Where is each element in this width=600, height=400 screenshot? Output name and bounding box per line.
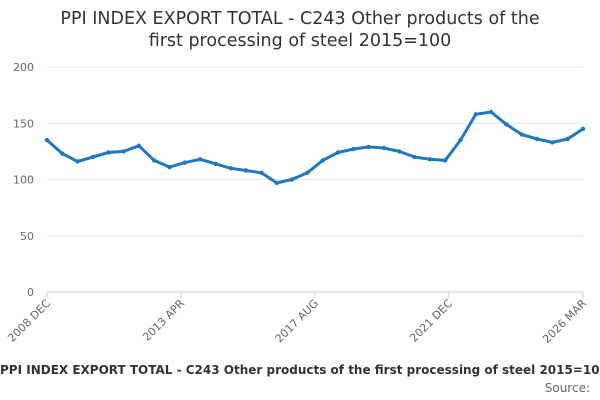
data-point-2023-jun (488, 109, 494, 115)
data-point-2008-dec (44, 137, 50, 143)
data-point-2016-dec (289, 177, 295, 182)
data-point-2021-jun (427, 157, 433, 162)
data-point-2020-jun (397, 149, 402, 154)
data-point-2014-dec (228, 166, 233, 171)
x-tick-label-4: 2026 MAR (540, 297, 589, 346)
y-tick-label-100: 100 (13, 174, 34, 187)
data-point-2012-jun (152, 158, 157, 163)
data-point-2022-dec (473, 112, 478, 117)
data-point-2020-dec (412, 154, 417, 160)
chart-title-line-2: first processing of steel 2015=100 (148, 31, 452, 51)
chart-caption: PPI INDEX EXPORT TOTAL - C243 Other prod… (0, 363, 600, 377)
y-tick-label-200: 200 (13, 61, 34, 74)
data-point-2022-jun (458, 137, 463, 143)
data-point-2011-jun (121, 149, 126, 154)
data-point-2009-jun (60, 151, 65, 156)
data-point-2023-dec (504, 122, 509, 127)
data-point-2026-mar (580, 126, 586, 132)
x-tick-label-1: 2013 APR (140, 297, 187, 344)
data-point-2015-jun (243, 168, 249, 173)
data-point-2010-jun (90, 154, 96, 160)
data-point-2016-jun (274, 180, 279, 186)
y-tick-label-150: 150 (13, 117, 34, 130)
source-label: Source: (544, 381, 590, 395)
y-tick-label-50: 50 (20, 230, 34, 243)
x-tick-label-0: 2008 DEC (5, 297, 53, 345)
series-line (45, 110, 585, 185)
x-tick-label-2: 2017 AUG (273, 297, 322, 346)
data-point-2025-dec (565, 136, 570, 142)
data-point-2018-jun (335, 150, 341, 155)
data-point-2013-jun (182, 160, 187, 165)
chart-title-line-1: PPI INDEX EXPORT TOTAL - C243 Other prod… (60, 9, 540, 29)
data-point-2018-dec (351, 146, 356, 152)
data-point-2010-dec (106, 150, 111, 155)
data-point-2019-dec (381, 145, 387, 151)
data-point-2012-dec (167, 164, 172, 170)
chart-title: PPI INDEX EXPORT TOTAL - C243 Other prod… (0, 8, 600, 52)
data-point-2015-dec (259, 170, 264, 175)
data-point-2021-dec (443, 158, 448, 163)
data-point-2009-dec (75, 159, 80, 164)
data-point-2014-jun (213, 161, 218, 166)
data-point-2024-dec (534, 136, 540, 142)
x-tick-label-3: 2021 DEC (407, 297, 455, 345)
data-point-2013-dec (197, 157, 203, 162)
data-point-2025-jun (550, 140, 555, 145)
data-point-2017-jun (305, 170, 310, 175)
y-tick-label-0: 0 (27, 286, 34, 299)
data-point-2024-jun (519, 132, 524, 137)
data-point-2017-dec (320, 158, 325, 163)
data-point-2011-dec (136, 143, 142, 148)
data-point-2019-jun (366, 144, 371, 150)
